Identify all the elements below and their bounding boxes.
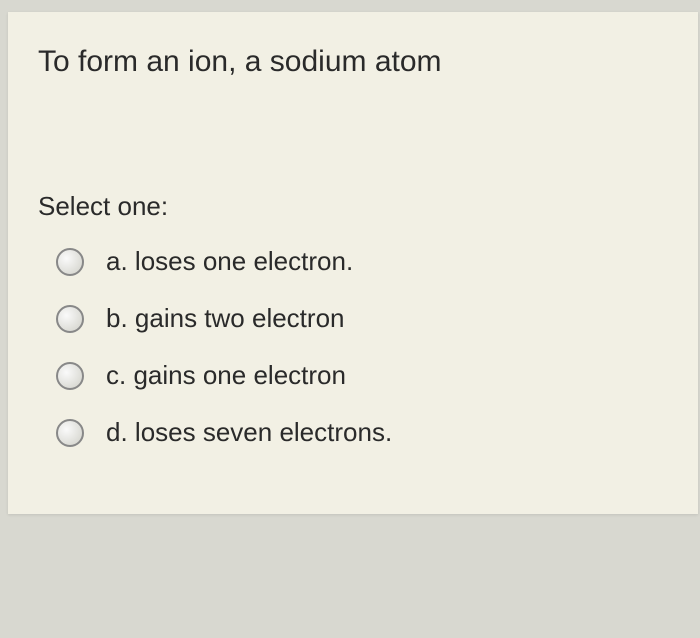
question-card: To form an ion, a sodium atom Select one… [8,12,698,514]
option-d-text: d. loses seven electrons. [106,417,392,448]
option-a-letter: a. [106,246,128,276]
option-c[interactable]: c. gains one electron [56,360,668,391]
option-b-text: b. gains two electron [106,303,344,334]
select-one-label: Select one: [38,191,668,222]
option-b[interactable]: b. gains two electron [56,303,668,334]
option-d-letter: d. [106,417,128,447]
option-b-letter: b. [106,303,128,333]
radio-button-c[interactable] [56,362,84,390]
question-prompt: To form an ion, a sodium atom [38,42,668,81]
option-d-label: loses seven electrons. [135,417,392,447]
option-a[interactable]: a. loses one electron. [56,246,668,277]
option-a-text: a. loses one electron. [106,246,353,277]
option-b-label: gains two electron [135,303,345,333]
option-a-label: loses one electron. [135,246,353,276]
radio-button-a[interactable] [56,248,84,276]
option-c-label: gains one electron [133,360,345,390]
option-d[interactable]: d. loses seven electrons. [56,417,668,448]
radio-button-d[interactable] [56,419,84,447]
option-c-letter: c. [106,360,126,390]
radio-button-b[interactable] [56,305,84,333]
option-c-text: c. gains one electron [106,360,346,391]
options-list: a. loses one electron. b. gains two elec… [38,246,668,448]
